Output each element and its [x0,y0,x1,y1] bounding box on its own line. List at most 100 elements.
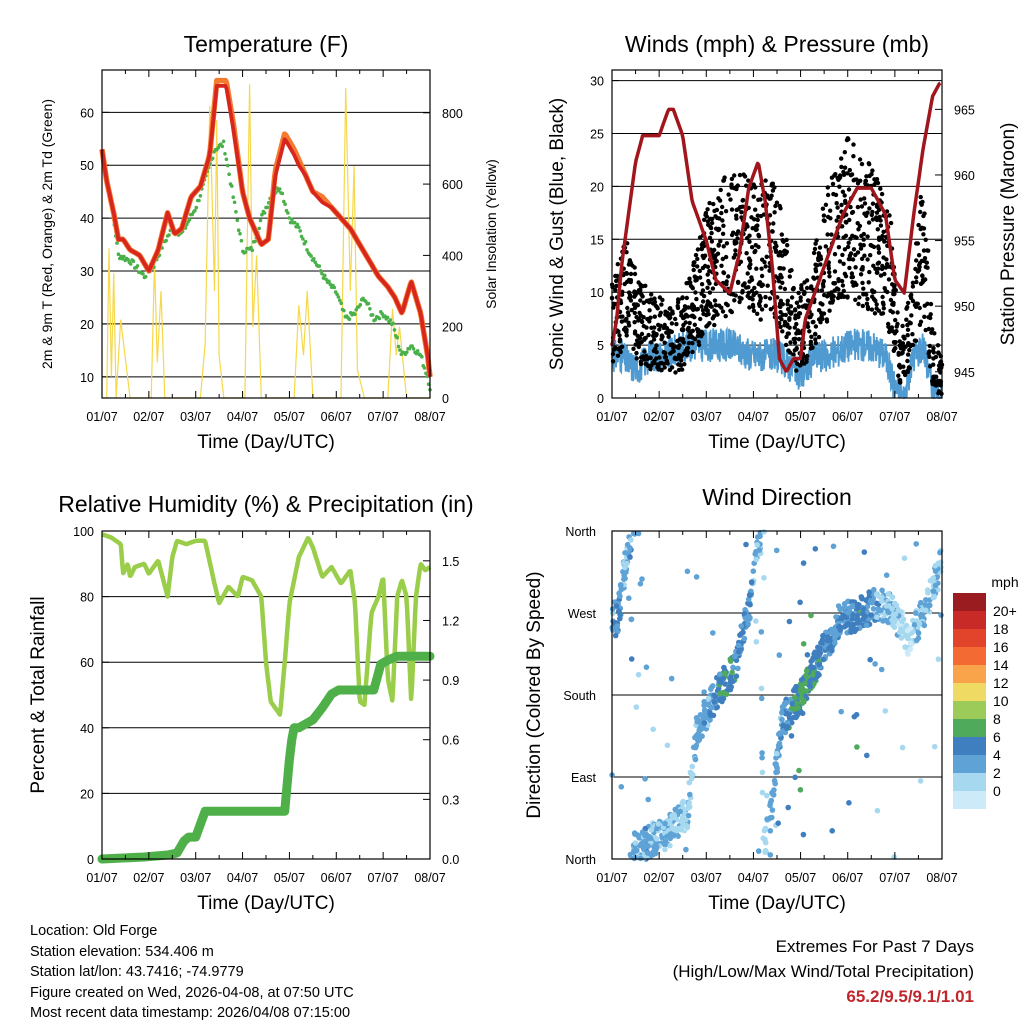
gust-point [905,358,910,364]
x-tick-label: 08/07 [926,410,957,424]
gust-point [785,324,790,329]
gust-point [694,307,699,312]
gust-point [642,349,647,354]
dewpoint-point [320,272,324,276]
extremes-subtitle: (High/Low/Max Wind/Total Precipitation) [672,962,974,981]
direction-point [788,719,795,726]
dewpoint-point [143,274,148,279]
gust-point [626,320,631,325]
y2-tick-label: 965 [954,103,975,117]
dewpoint-point [239,238,244,243]
direction-point [796,709,803,716]
direction-point [767,828,774,834]
gust-point [649,363,654,368]
gust-point [773,240,778,245]
x-tick-label: 05/07 [274,410,305,424]
x-tick-label: 07/07 [879,410,910,424]
gust-point [707,200,712,206]
gust-point [805,298,811,303]
y-tick-label: 0 [597,392,604,406]
direction-point [779,709,785,716]
direction-point [735,642,742,649]
direction-point [800,686,806,693]
direction-point [720,695,727,702]
dewpoint-point [312,257,316,261]
direction-point [800,831,807,838]
direction-point [742,615,749,621]
gust-point [657,313,662,318]
gust-point [787,274,792,279]
y2-tick-label: 0.0 [442,853,459,867]
gust-point [813,267,818,272]
dewpoint-point [323,273,327,278]
direction-point [745,621,751,627]
direction-point [761,575,767,581]
gust-point [909,295,914,301]
gust-point [882,239,887,244]
gust-point [649,340,654,345]
direction-point [784,725,790,732]
gust-point [628,278,634,283]
direction-point [655,821,662,827]
gust-point [613,287,618,293]
gust-point [920,273,925,278]
gust-point [870,168,875,173]
gust-point [673,370,678,375]
gust-point [794,345,799,351]
y-tick-label: 15 [590,233,604,247]
gust-point [811,275,816,280]
direction-point [907,640,914,646]
gust-point [870,294,875,299]
direction-point [753,639,760,645]
dewpoint-point [265,205,270,210]
gust-point [678,363,684,368]
gust-point [751,194,756,199]
direction-point [758,695,765,702]
direction-point [792,774,798,781]
gust-point [870,209,875,215]
gust-point [904,317,909,322]
gust-point [721,270,726,275]
direction-point [726,686,732,692]
gust-point [721,178,727,183]
gust-point [810,320,815,325]
x-tick-label: 02/07 [644,410,675,424]
gust-point [632,310,637,316]
gust-point [654,356,659,361]
gust-point [864,174,869,179]
gust-point [759,266,764,271]
gust-point [620,314,625,319]
gust-point [629,307,634,313]
chart-title: Relative Humidity (%) & Precipitation (i… [58,491,473,517]
direction-point [633,704,640,710]
direction-point [917,778,924,784]
gust-point [770,229,775,234]
gust-point [711,201,716,207]
direction-point [667,842,673,849]
gust-point [651,348,657,354]
gust-point [875,270,880,275]
gust-point [905,352,911,357]
gust-point [865,304,871,310]
y2-axis-label: Station Pressure (Maroon) [998,123,1019,346]
gust-point [869,172,874,177]
direction-point [639,576,645,582]
gust-point [647,308,652,313]
gust-point [820,302,825,307]
gust-point [842,247,848,252]
gust-point [724,241,730,246]
gust-point [846,240,851,245]
gust-point [753,243,758,248]
gust-point [617,347,622,352]
gust-point [644,353,649,359]
gust-point [625,279,630,284]
gust-point [858,178,863,183]
gust-point [637,341,642,347]
direction-point [839,615,845,622]
dewpoint-point [210,156,215,161]
direction-point [856,619,862,626]
gust-point [758,317,763,322]
direction-point [833,614,839,620]
gust-point [712,322,717,328]
dewpoint-point [197,198,201,203]
